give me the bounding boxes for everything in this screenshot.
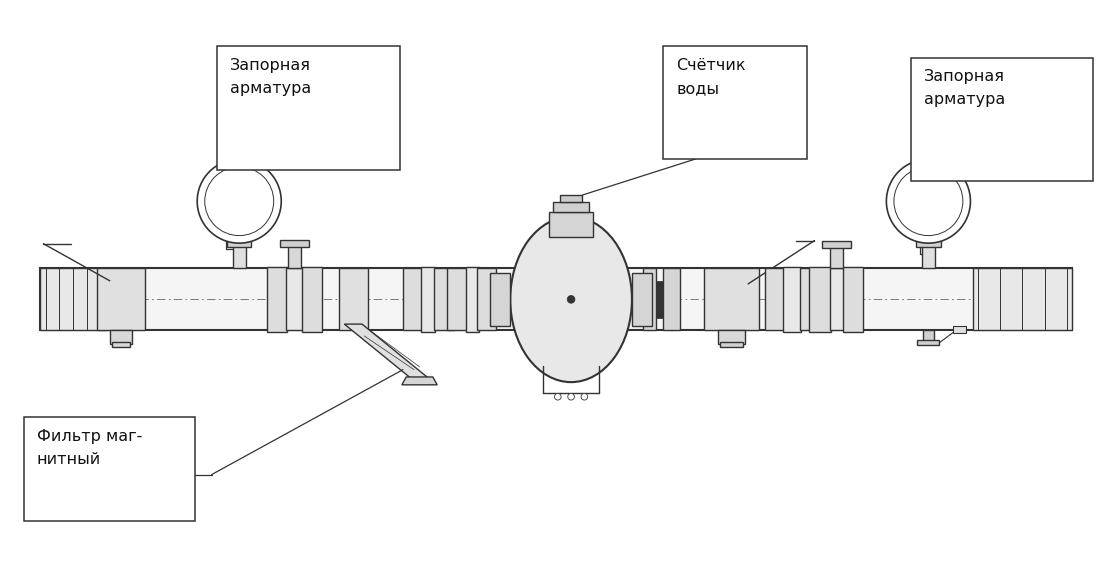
Bar [267,267,287,332]
Bar [233,243,246,268]
Polygon shape [344,324,428,378]
Bar [338,268,367,331]
Bar [910,58,1093,181]
Ellipse shape [886,159,970,243]
Bar [843,267,863,332]
Ellipse shape [567,295,574,303]
Bar [434,268,454,331]
Bar [281,240,309,247]
Bar [466,267,479,332]
Bar [40,268,1072,331]
Ellipse shape [510,216,632,382]
Bar [704,268,760,331]
Bar [822,241,851,248]
Bar [217,46,399,170]
Text: Запорная
арматура: Запорная арматура [231,58,312,96]
Bar [553,202,589,212]
Bar [808,267,831,332]
Bar [227,240,252,246]
Ellipse shape [554,393,561,400]
Bar [23,418,195,521]
Bar [719,331,745,344]
Text: Фильтр маг-
нитный: Фильтр маг- нитный [37,429,142,467]
Bar [288,246,302,268]
Bar [663,46,806,159]
Bar [643,268,657,331]
Bar [973,268,1072,331]
Ellipse shape [581,393,588,400]
Text: Счётчик
воды: Счётчик воды [676,58,745,96]
Bar [657,281,663,318]
Bar [916,240,940,246]
Bar [420,267,435,332]
Bar [800,268,820,331]
Bar [490,273,510,325]
Bar [447,268,467,331]
Text: Запорная
арматура: Запорная арматура [924,69,1005,107]
Bar [112,341,130,347]
Polygon shape [401,377,437,385]
Ellipse shape [205,167,274,236]
Bar [560,195,582,202]
Bar [765,268,784,331]
Ellipse shape [197,159,282,243]
Bar [663,268,680,331]
Bar [922,243,935,268]
Bar [923,331,934,341]
Bar [303,267,323,332]
Bar [721,341,743,347]
Bar [40,268,106,331]
Bar [110,331,132,344]
Bar [830,247,843,268]
Ellipse shape [894,167,963,236]
Bar [830,268,844,331]
Bar [96,268,145,331]
Ellipse shape [568,393,574,400]
Bar [286,268,304,331]
Bar [783,267,801,332]
Bar [917,340,939,345]
Bar [477,268,496,331]
Bar [632,273,652,325]
Bar [403,268,423,331]
Bar [549,212,593,237]
Bar [953,327,966,333]
